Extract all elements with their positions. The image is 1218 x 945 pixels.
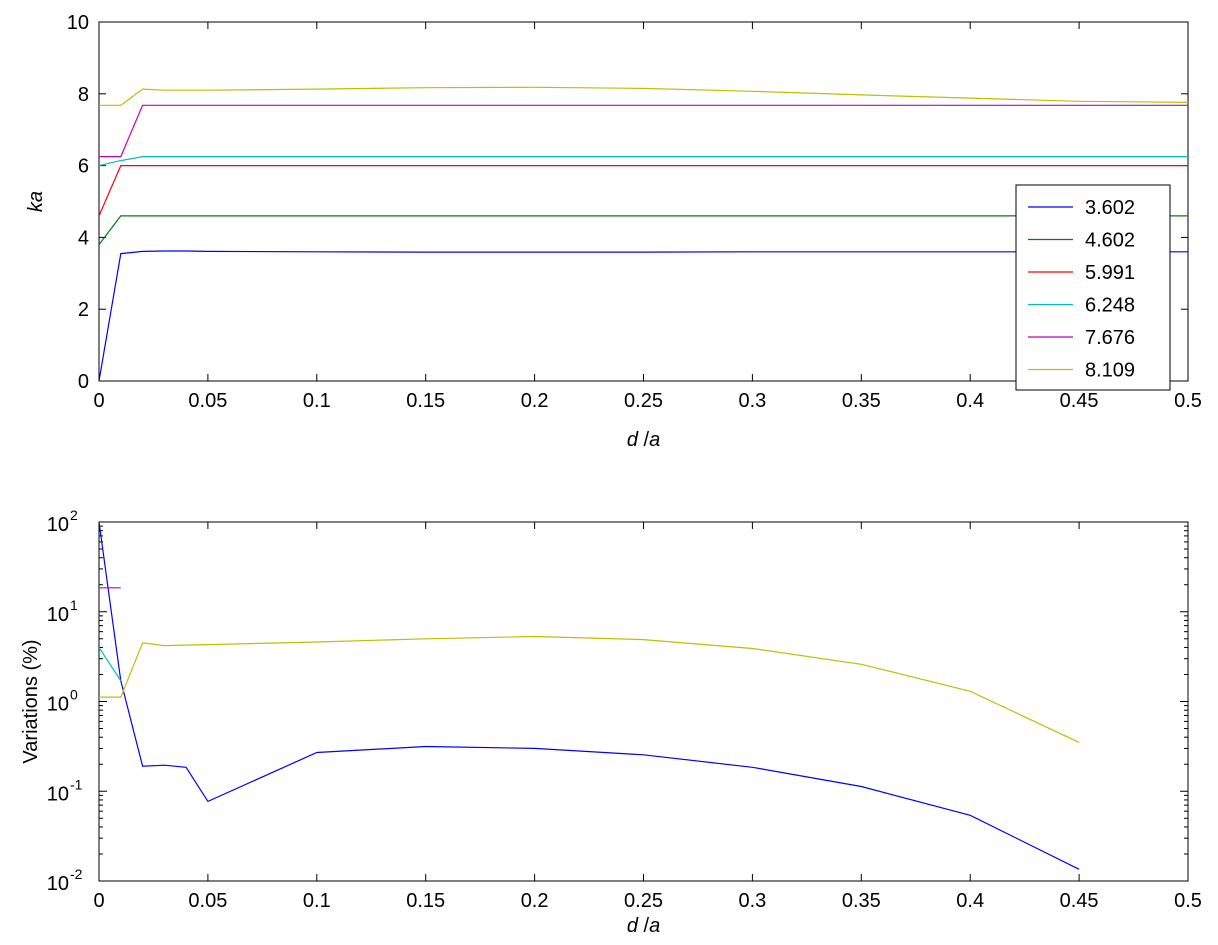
y-tick-exponent: 2 bbox=[70, 507, 78, 523]
x-tick-label: 0.3 bbox=[738, 390, 766, 412]
x-tick-label: 0.4 bbox=[956, 890, 984, 912]
x-tick-label: 0.05 bbox=[188, 390, 227, 412]
x-tick-label: 0.45 bbox=[1060, 890, 1099, 912]
x-tick-label: 0.4 bbox=[956, 390, 984, 412]
legend-entry: 4.602 bbox=[1085, 230, 1135, 252]
x-tick-label: 0.2 bbox=[521, 390, 549, 412]
y-tick-label: 10 bbox=[47, 514, 69, 536]
y-axis-label: Variations (%) bbox=[20, 639, 42, 763]
y-tick-label: 8 bbox=[78, 84, 89, 106]
y-tick-label: 10 bbox=[47, 783, 69, 805]
plot-frame bbox=[98, 21, 1189, 382]
series-line-series-0 bbox=[99, 522, 1080, 870]
series-line-4.602 bbox=[99, 215, 1188, 245]
x-tick-label: 0.1 bbox=[303, 390, 331, 412]
series-line-8.109 bbox=[99, 86, 1188, 106]
x-tick-label: 0.3 bbox=[738, 890, 766, 912]
x-tick-label: 0.5 bbox=[1174, 390, 1202, 412]
x-tick-label: 0.5 bbox=[1174, 890, 1202, 912]
bottom-chart-variations-vs-d-over-a: 0 0.05 0.1 0.15 0.2 0.25 0.3 0.35 0.4 0.45 0.510 -2… bbox=[20, 507, 1202, 937]
series-line-6.248 bbox=[99, 156, 1188, 167]
x-tick-label: 0.15 bbox=[406, 890, 445, 912]
x-tick-label: 0.05 bbox=[188, 890, 227, 912]
y-tick-label: 0 bbox=[78, 371, 89, 393]
x-axis-label-part: a bbox=[649, 429, 660, 451]
series-line-5.991 bbox=[99, 165, 1188, 217]
y-tick-label: 4 bbox=[78, 227, 89, 249]
x-axis-label-part: a bbox=[649, 915, 660, 937]
x-tick-label: 0.2 bbox=[521, 890, 549, 912]
series-line-3.602 bbox=[99, 250, 1188, 381]
y-tick-exponent: -1 bbox=[70, 776, 83, 792]
legend-box bbox=[1015, 184, 1171, 391]
x-tick-label: 0 bbox=[93, 890, 104, 912]
legend-entry: 8.109 bbox=[1085, 360, 1135, 382]
x-tick-label: 0.35 bbox=[842, 390, 881, 412]
series-line-7.676 bbox=[99, 104, 1188, 158]
y-tick-label: 6 bbox=[78, 156, 89, 178]
x-tick-label: 0.15 bbox=[406, 390, 445, 412]
x-axis-label-part: / bbox=[638, 429, 650, 451]
y-tick-label: 10 bbox=[67, 12, 89, 34]
x-tick-label: 0.1 bbox=[303, 890, 331, 912]
legend: 3.602 4.602 5.991 6.248 7.676 8.109 bbox=[1015, 184, 1171, 391]
top-chart-ka-vs-d-over-a: 0 0.05 0.1 0.15 0.2 0.25 0.3 0.35 0.4 0.45 0.5 0 2 4 6… bbox=[25, 12, 1202, 451]
y-tick-label: 10 bbox=[47, 873, 69, 895]
series-line-series-2 bbox=[99, 647, 122, 682]
y-tick-base: 10 bbox=[47, 604, 69, 626]
legend-entry: 3.602 bbox=[1085, 197, 1135, 219]
series-line-series-3 bbox=[99, 635, 1080, 743]
y-tick-label: 10 bbox=[47, 604, 69, 626]
legend-entry: 6.248 bbox=[1085, 295, 1135, 317]
x-tick-label: 0.25 bbox=[624, 390, 663, 412]
plot-frame bbox=[98, 521, 1189, 882]
y-tick-exponent: -2 bbox=[70, 866, 83, 882]
x-axis-label: d /a bbox=[627, 915, 660, 937]
x-tick-label: 0.35 bbox=[842, 890, 881, 912]
y-tick-exponent: 1 bbox=[70, 597, 78, 613]
y-tick-base: 10 bbox=[47, 783, 69, 805]
y-tick-base: 10 bbox=[47, 873, 69, 895]
y-axis-label: ka bbox=[25, 191, 47, 212]
y-tick-exponent: 0 bbox=[70, 687, 78, 703]
x-axis-label-part: d bbox=[627, 429, 639, 451]
legend-entry: 7.676 bbox=[1085, 327, 1135, 349]
x-axis-label-part: d bbox=[627, 915, 639, 937]
y-tick-label: 2 bbox=[78, 299, 89, 321]
y-tick-label: 10 bbox=[47, 694, 69, 716]
x-axis-label: d /a bbox=[627, 429, 660, 451]
x-axis-label-part: / bbox=[638, 915, 650, 937]
y-tick-base: 10 bbox=[47, 514, 69, 536]
x-tick-label: 0.25 bbox=[624, 890, 663, 912]
x-tick-label: 0.45 bbox=[1060, 390, 1099, 412]
legend-entry: 5.991 bbox=[1085, 262, 1135, 284]
x-tick-label: 0 bbox=[93, 390, 104, 412]
y-tick-base: 10 bbox=[47, 694, 69, 716]
